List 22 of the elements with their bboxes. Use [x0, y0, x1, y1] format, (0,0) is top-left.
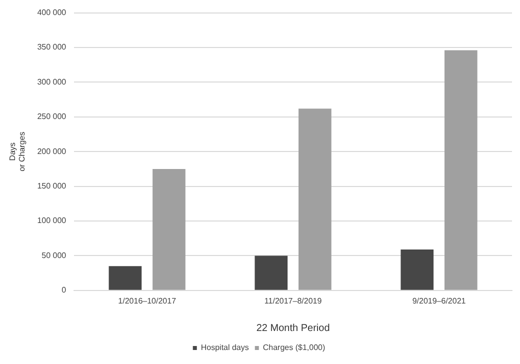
bar	[298, 108, 332, 290]
x-tick-label: 9/2019–6/2021	[412, 296, 466, 306]
bar	[400, 249, 434, 290]
y-tick-label: 200 000	[37, 146, 67, 156]
y-tick-label: 100 000	[37, 216, 67, 226]
y-tick-label: 150 000	[37, 182, 67, 191]
x-axis-title: 22 Month Period	[256, 322, 330, 334]
bar	[152, 168, 186, 290]
bar	[254, 256, 288, 290]
bar	[108, 266, 142, 290]
y-tick-label: 350 000	[37, 42, 67, 52]
y-tick-label: 50 000	[42, 250, 67, 260]
y-tick-label: 250 000	[37, 112, 67, 122]
bar	[444, 50, 478, 290]
y-tick-label: 0	[62, 286, 67, 295]
legend-label: Hospital days	[200, 343, 249, 352]
x-tick-label: 11/2017–8/2019	[264, 296, 322, 306]
x-tick-label: 1/2016–10/2017	[118, 296, 177, 306]
y-tick-label: 400 000	[37, 8, 67, 18]
y-tick-label: 300 000	[37, 77, 67, 86]
legend-label: Charges ($1,000)	[262, 343, 326, 352]
y-axis-title: Days or Charges	[8, 132, 27, 172]
